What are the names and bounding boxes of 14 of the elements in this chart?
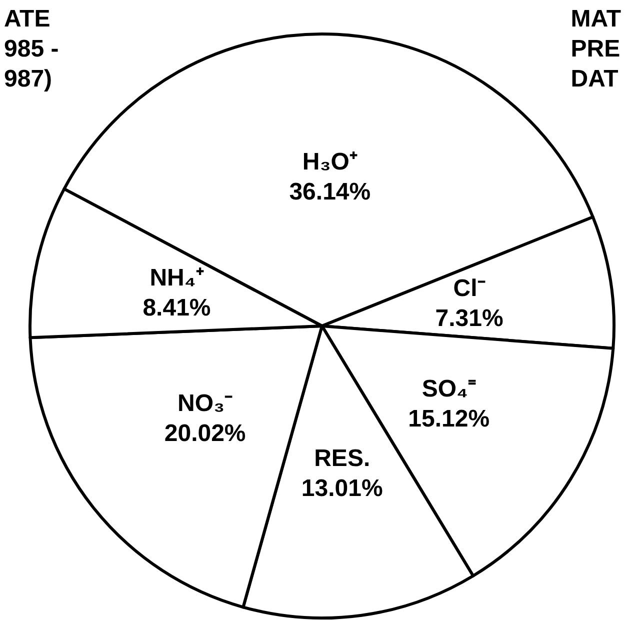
slice-label: SO₄⁼ — [422, 376, 476, 403]
slice-label: H₃O⁺ — [302, 148, 358, 176]
data-label: 15.12% — [408, 406, 490, 433]
slice-label: RES. — [314, 445, 370, 472]
data-label: 8.41% — [142, 294, 211, 322]
slice-label: NO₃⁻ — [178, 390, 233, 417]
text: MAT PRE DAT — [570, 6, 622, 92]
data-label: 20.02% — [164, 420, 246, 447]
slice-label: NH₄⁺ — [150, 264, 204, 292]
data-label: 36.14% — [289, 178, 371, 206]
data-label: 7.31% — [435, 304, 504, 332]
data-label: 13.01% — [301, 475, 383, 502]
slice-label: Cl⁻ — [453, 274, 486, 302]
text: ATE 985 - 987) — [4, 6, 59, 92]
